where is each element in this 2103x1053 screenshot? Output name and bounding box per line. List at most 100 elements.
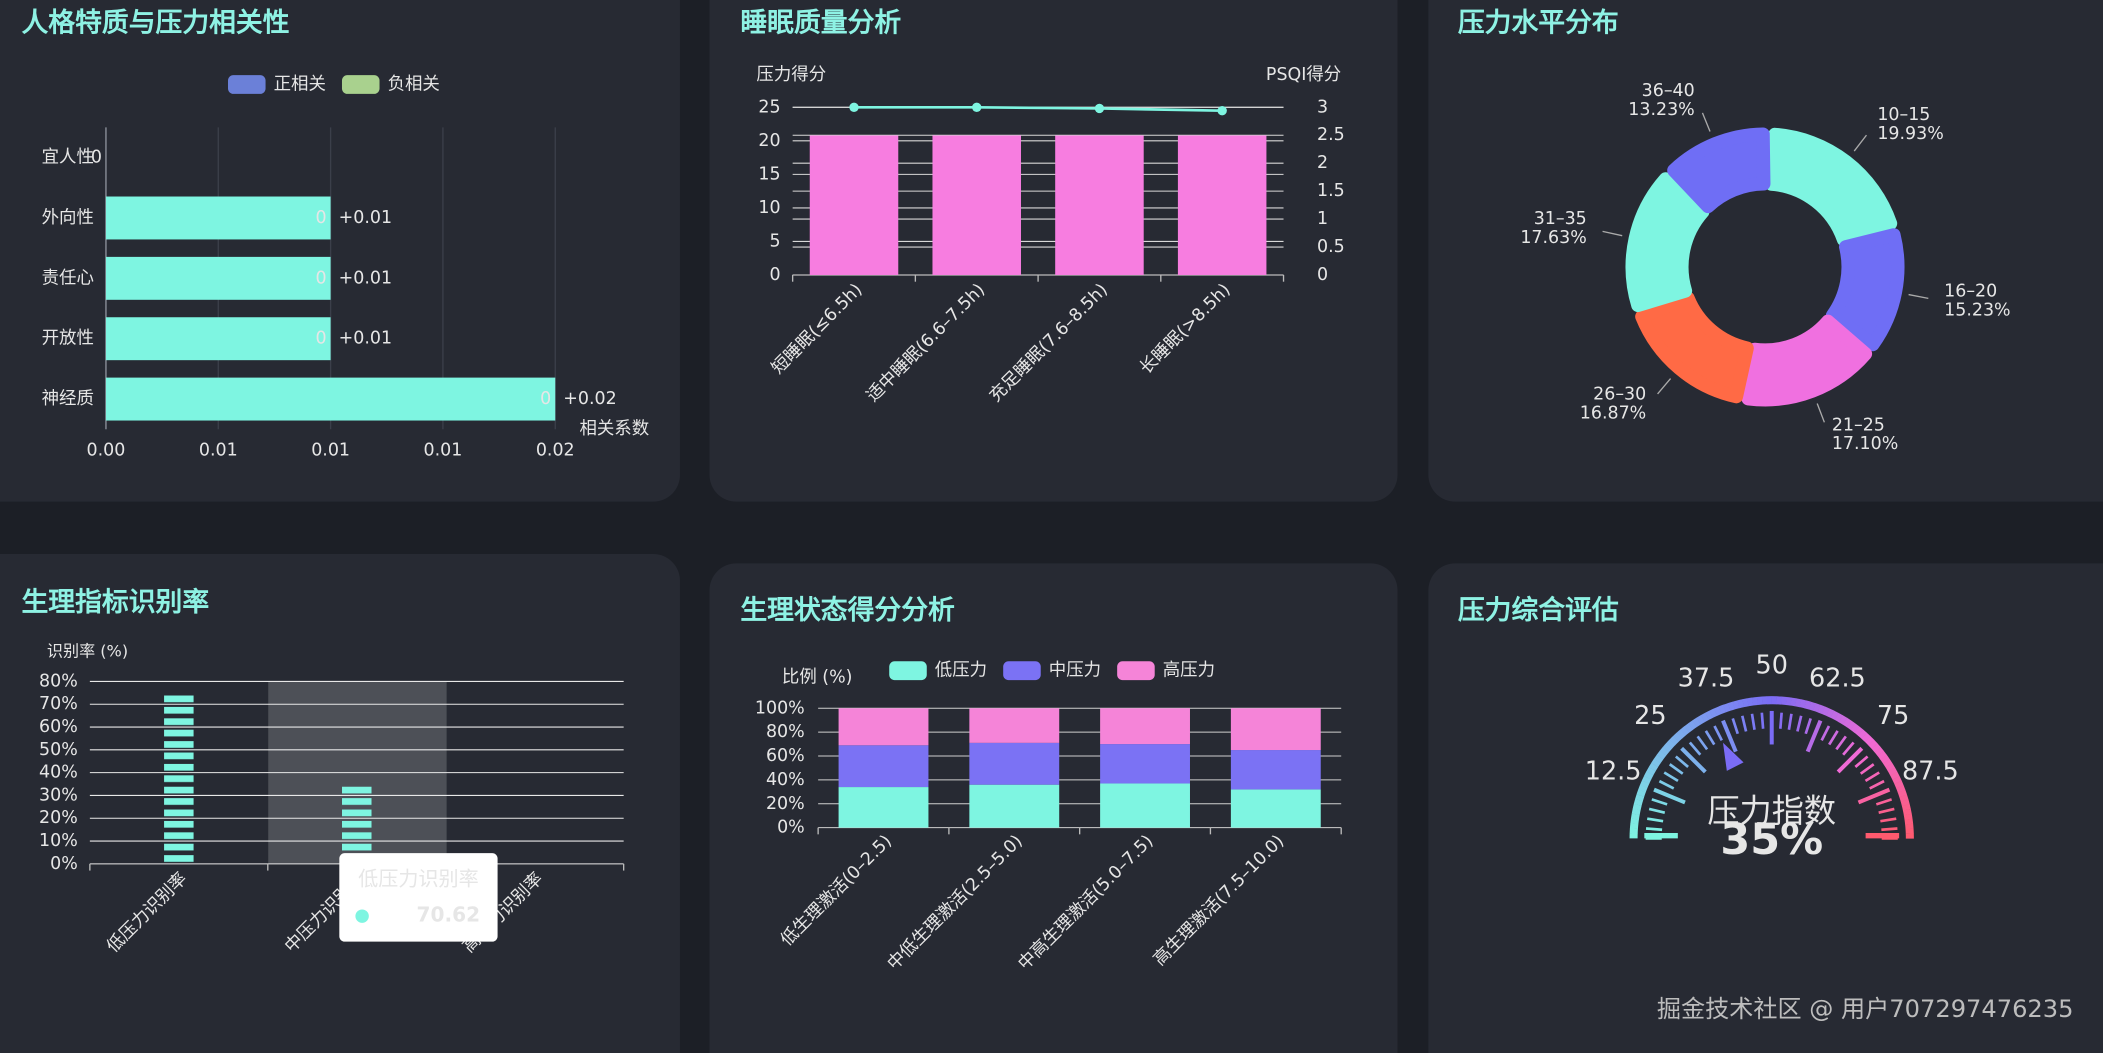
gauge-arc [1808,701,1816,711]
gauge-arc [1630,818,1639,825]
gauge-arc [1901,803,1911,811]
x-tick-label: 0.01 [424,441,463,461]
donut-segment [1741,314,1873,407]
y-tick-label: 100% [755,698,805,718]
gauge-arc [1868,739,1878,749]
y2-tick-label: 1 [1317,209,1328,229]
gauge-arc [1656,750,1667,760]
gauge-arc [1882,758,1893,768]
gauge-arc [1817,704,1826,715]
bar-segment [1230,750,1321,790]
minor-tick [1869,779,1885,790]
gauge-arc [1636,789,1646,797]
slice-value: 16.87% [1580,404,1646,424]
minor-tick [1651,798,1668,806]
y-tick-label: 80% [766,722,805,742]
y-tick-label: 开放性 [42,329,94,349]
gauge-arc [1838,715,1848,725]
slice-value: 19.93% [1877,124,1943,144]
gauge-arc [1727,701,1735,711]
minor-tick [1835,735,1847,751]
bar [932,135,1021,275]
gauge-arc [1639,780,1650,789]
gauge-arc [1899,794,1909,802]
gauge-label: 75 [1877,701,1909,731]
gauge-arc [1700,712,1709,723]
gauge-arc [1897,789,1908,798]
minor-tick [1804,718,1812,735]
slice-value: 17.63% [1520,228,1586,248]
gauge-arc [1680,726,1690,736]
bar-segment [1230,789,1321,828]
donut-segment [1764,127,1898,247]
tick-mark [1653,787,1686,805]
y-tick-label: 60% [766,746,805,766]
gauge-arc [1718,704,1727,715]
x-axis-title: 相关系数 [579,419,649,439]
minor-tick [1787,713,1793,730]
gauge-arc [1902,808,1912,816]
legend-label: 低压力 [935,661,987,681]
minor-tick [1668,763,1684,775]
y-tick-label: 外向性 [42,208,94,228]
value-label: 0 [315,208,326,228]
gauge-arc [1834,712,1844,723]
minor-tick [1864,771,1880,783]
bar [164,692,194,864]
gauge-arc [1896,785,1906,793]
gauge-title: 压力指数 [1707,792,1836,830]
y-tick-label: 20% [766,794,805,814]
gauge-arc [1795,698,1802,708]
minor-tick [1750,713,1756,730]
y-tick-label: 40% [39,763,78,783]
gauge-arc [1696,715,1705,725]
legend-swatch [1003,661,1041,681]
minor-tick [1646,817,1664,823]
gauge-arc [1830,710,1839,721]
gauge-arc [1692,717,1701,728]
slice-label: 31–35 [1534,209,1587,229]
minor-tick [1828,730,1839,746]
point [849,102,859,113]
y-tick-label: 30% [39,785,78,805]
bar [1055,135,1144,275]
legend-label: 正相关 [274,75,326,95]
value-label: 0 [540,389,551,409]
leader-line [1602,230,1623,237]
gauge-arc [1672,732,1683,742]
gauge-arc [1903,813,1913,820]
minor-tick [1796,715,1803,732]
panel [0,0,680,502]
donut-segment [1635,291,1754,404]
point [972,102,982,113]
point [1217,105,1227,116]
x-tick-label: 0.01 [199,441,238,461]
legend-swatch [889,661,927,681]
gauge-arc [1857,729,1868,739]
bar-segment [1100,708,1190,745]
legend-label: 负相关 [388,75,440,95]
tooltip-dot [355,909,369,923]
minor-tick [1854,755,1869,768]
pointer [1723,742,1744,771]
gauge-label: 62.5 [1809,664,1866,694]
chart-title: 人格特质与压力相关性 [21,8,289,39]
minor-tick [1740,715,1748,732]
legend-label: 高压力 [1163,661,1215,681]
leader-line [1701,112,1711,132]
gauge-arc [1890,771,1900,780]
y2-tick-label: 2 [1317,153,1328,173]
y-tick-label: 15 [758,164,780,184]
point [1094,103,1105,114]
tooltip-value: 70.62 [417,903,481,927]
chart-title: 压力综合评估 [1458,594,1619,626]
value-label: +0.02 [563,389,616,409]
gauge-arc [1885,763,1895,772]
gauge-arc [1894,780,1904,789]
bar [809,135,899,275]
gauge-arc [1842,717,1852,728]
gauge-arc [1751,696,1758,706]
gauge-arc [1737,699,1745,709]
minor-tick [1820,725,1831,741]
slice-value: 13.23% [1628,100,1694,120]
